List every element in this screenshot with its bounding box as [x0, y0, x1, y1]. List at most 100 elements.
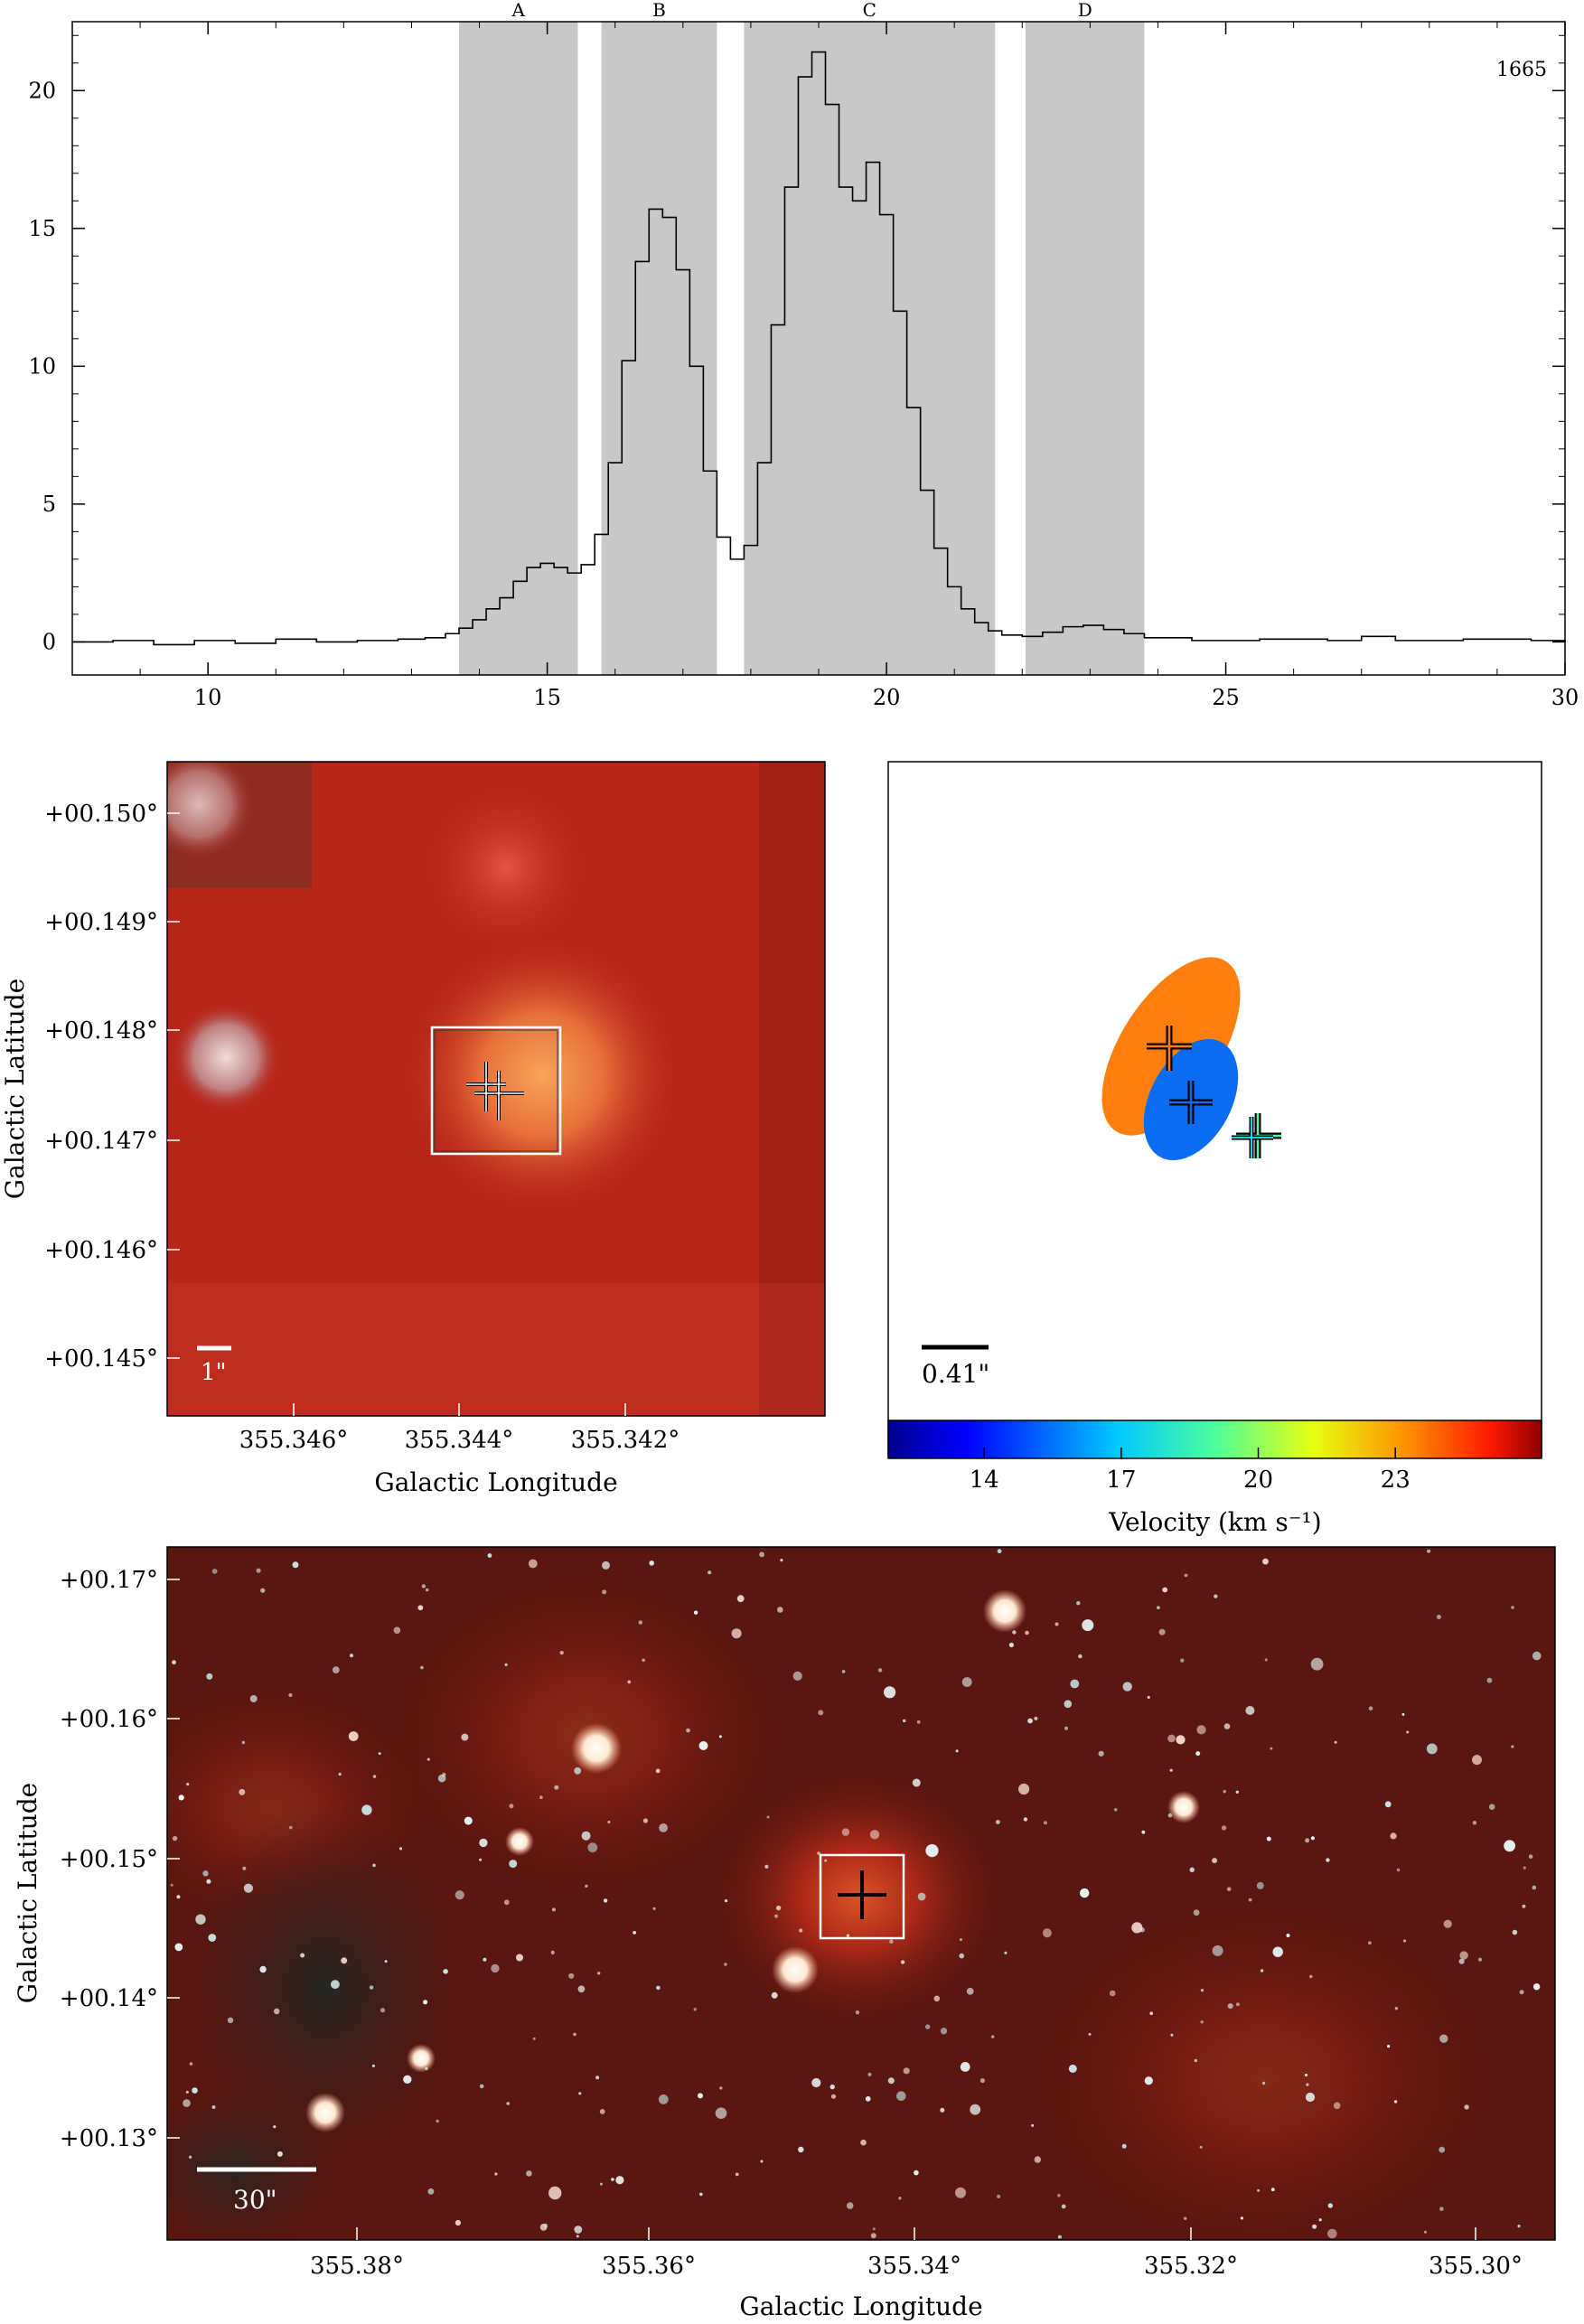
- star: [766, 1815, 770, 1819]
- star: [1286, 1933, 1290, 1938]
- star: [348, 1731, 359, 1741]
- star: [1018, 1783, 1030, 1795]
- star: [715, 2107, 727, 2119]
- y-tick-label: 0: [42, 629, 56, 654]
- wide-ylabel: Galactic Latitude: [13, 1783, 42, 2003]
- star: [764, 1864, 769, 1869]
- star: [1368, 1941, 1372, 1945]
- spectrum-line: [72, 51, 1566, 646]
- star: [1064, 1726, 1068, 1730]
- star: [1309, 1974, 1313, 1979]
- star: [189, 2062, 193, 2066]
- star: [884, 1686, 896, 1699]
- star: [997, 2194, 1001, 2198]
- star: [693, 2008, 697, 2011]
- star: [824, 1859, 828, 1862]
- star: [698, 2093, 703, 2099]
- star: [185, 2090, 189, 2094]
- star: [1402, 1939, 1407, 1943]
- zoom-x-tick-label: 355.344°: [405, 1427, 514, 1454]
- star: [877, 1668, 883, 1673]
- star: [917, 1892, 926, 1901]
- star: [1327, 2203, 1334, 2208]
- star: [959, 1938, 962, 1942]
- zoom-image-frame: [166, 761, 826, 1417]
- star: [1532, 1983, 1541, 1991]
- zoom-y-tick-label: +00.146°: [44, 1237, 158, 1264]
- star: [960, 2062, 970, 2072]
- star: [1023, 1817, 1028, 1822]
- star: [1167, 1734, 1176, 1743]
- star: [798, 2146, 804, 2153]
- star: [568, 1973, 575, 1979]
- star: [724, 1899, 728, 1903]
- star: [1122, 1682, 1132, 1691]
- star: [241, 1740, 246, 1745]
- star: [206, 1673, 213, 1680]
- star: [903, 1719, 906, 1723]
- star: [731, 1628, 742, 1639]
- star: [483, 1957, 487, 1962]
- wide-field-maser-marker: [838, 1870, 886, 1919]
- star: [1235, 2002, 1240, 2007]
- star: [1488, 1804, 1495, 1810]
- zoom-x-tick-label: 355.346°: [239, 1427, 349, 1454]
- star: [1266, 1836, 1271, 1841]
- star: [361, 1804, 372, 1815]
- x-tick-label: 10: [194, 685, 222, 710]
- star: [1458, 1958, 1465, 1964]
- star: [1504, 1840, 1515, 1852]
- star: [1194, 2058, 1198, 2063]
- star: [1306, 2083, 1309, 2086]
- star: [1088, 2032, 1092, 2036]
- star: [719, 2086, 723, 2090]
- star: [378, 1752, 381, 1756]
- star: [259, 1965, 267, 1973]
- star: [436, 2119, 439, 2123]
- star: [1043, 1821, 1047, 1825]
- star: [1260, 1969, 1264, 1973]
- star: [1212, 1944, 1223, 1956]
- star: [202, 1870, 209, 1877]
- star: [642, 1818, 649, 1823]
- star: [1245, 1706, 1255, 1715]
- star: [380, 2008, 386, 2013]
- zoom-y-tick-label: +00.147°: [44, 1128, 158, 1155]
- star: [896, 2091, 906, 2101]
- star: [509, 1804, 514, 1809]
- star: [371, 2064, 375, 2067]
- star: [1310, 1657, 1324, 1671]
- star: [652, 1907, 656, 1910]
- star: [1147, 1695, 1150, 1700]
- star: [903, 2067, 910, 2075]
- star: [403, 2075, 412, 2084]
- star: [1158, 1628, 1166, 1635]
- star: [759, 1551, 764, 1558]
- star: [955, 1749, 959, 1753]
- star: [865, 2095, 871, 2102]
- maser-scale-label: 0.41": [922, 1359, 989, 1389]
- zoom-y-tick-label: +00.145°: [44, 1345, 158, 1373]
- star: [870, 2233, 876, 2239]
- star: [1235, 1790, 1240, 1795]
- star: [966, 1987, 974, 1995]
- wide-field-ticks: 355.38° 355.36° 355.34° 355.32° 355.30° +00.1…: [60, 1567, 1523, 2280]
- star: [841, 1828, 850, 1836]
- star: [799, 1928, 803, 1933]
- star: [1305, 2092, 1316, 2103]
- star: [423, 2000, 428, 2005]
- star: [372, 1863, 376, 1868]
- star: [1068, 2064, 1077, 2073]
- star: [735, 2172, 739, 2177]
- star: [300, 1953, 305, 1958]
- star: [760, 2160, 764, 2163]
- star: [811, 2077, 821, 2088]
- star: [1064, 1700, 1073, 1709]
- star: [1427, 1549, 1431, 1553]
- star: [846, 1934, 850, 1937]
- maser-spot-blue: [1169, 1081, 1213, 1124]
- wide-x-tick-label: 355.30°: [1429, 2253, 1523, 2280]
- star: [1034, 1716, 1038, 1720]
- star: [925, 1844, 939, 1858]
- star: [420, 1665, 424, 1670]
